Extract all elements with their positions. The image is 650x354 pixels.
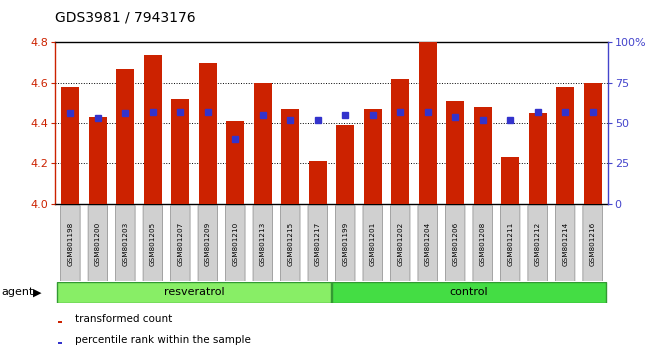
FancyBboxPatch shape bbox=[198, 205, 218, 281]
Bar bbox=[474, 107, 491, 204]
Text: GSM801215: GSM801215 bbox=[287, 221, 293, 266]
Text: transformed count: transformed count bbox=[75, 314, 172, 324]
Bar bbox=[62, 87, 79, 204]
Text: GSM801203: GSM801203 bbox=[122, 221, 128, 266]
Text: GSM801202: GSM801202 bbox=[397, 221, 403, 266]
Text: GSM801204: GSM801204 bbox=[424, 221, 431, 266]
Bar bbox=[332, 282, 606, 303]
Bar bbox=[89, 117, 107, 204]
Bar bbox=[116, 69, 135, 204]
Text: percentile rank within the sample: percentile rank within the sample bbox=[75, 335, 250, 345]
FancyBboxPatch shape bbox=[116, 205, 135, 281]
Text: ▶: ▶ bbox=[32, 287, 41, 297]
FancyBboxPatch shape bbox=[143, 205, 162, 281]
FancyBboxPatch shape bbox=[60, 205, 80, 281]
FancyBboxPatch shape bbox=[253, 205, 272, 281]
Bar bbox=[528, 113, 547, 204]
Bar bbox=[57, 282, 332, 303]
FancyBboxPatch shape bbox=[555, 205, 575, 281]
FancyBboxPatch shape bbox=[170, 205, 190, 281]
Text: GSM801205: GSM801205 bbox=[150, 221, 156, 266]
Text: GSM801217: GSM801217 bbox=[315, 221, 320, 266]
Text: GSM801209: GSM801209 bbox=[205, 221, 211, 266]
Text: GSM801212: GSM801212 bbox=[535, 221, 541, 266]
Bar bbox=[199, 63, 216, 204]
Bar bbox=[419, 42, 437, 204]
Text: GSM801206: GSM801206 bbox=[452, 221, 458, 266]
Text: GSM801199: GSM801199 bbox=[343, 221, 348, 266]
FancyBboxPatch shape bbox=[528, 205, 547, 281]
FancyBboxPatch shape bbox=[226, 205, 245, 281]
Bar bbox=[172, 99, 189, 204]
Bar bbox=[336, 125, 354, 204]
FancyBboxPatch shape bbox=[363, 205, 382, 281]
Text: agent: agent bbox=[1, 287, 34, 297]
FancyBboxPatch shape bbox=[418, 205, 437, 281]
Text: resveratrol: resveratrol bbox=[164, 287, 224, 297]
FancyBboxPatch shape bbox=[500, 205, 520, 281]
Bar bbox=[309, 161, 327, 204]
FancyBboxPatch shape bbox=[583, 205, 603, 281]
Text: GSM801201: GSM801201 bbox=[370, 221, 376, 266]
FancyBboxPatch shape bbox=[445, 205, 465, 281]
Text: GDS3981 / 7943176: GDS3981 / 7943176 bbox=[55, 11, 196, 25]
FancyBboxPatch shape bbox=[473, 205, 493, 281]
Text: GSM801211: GSM801211 bbox=[507, 221, 513, 266]
Text: control: control bbox=[450, 287, 488, 297]
Text: GSM801210: GSM801210 bbox=[232, 221, 239, 266]
Bar bbox=[584, 83, 601, 204]
Text: GSM801213: GSM801213 bbox=[260, 221, 266, 266]
FancyBboxPatch shape bbox=[335, 205, 355, 281]
Bar bbox=[58, 342, 62, 343]
Text: GSM801198: GSM801198 bbox=[68, 221, 73, 266]
Bar bbox=[556, 87, 574, 204]
Bar bbox=[58, 321, 62, 323]
Bar bbox=[364, 109, 382, 204]
Bar bbox=[391, 79, 409, 204]
Text: GSM801214: GSM801214 bbox=[562, 221, 568, 266]
FancyBboxPatch shape bbox=[88, 205, 108, 281]
Text: GSM801207: GSM801207 bbox=[177, 221, 183, 266]
Bar bbox=[501, 157, 519, 204]
Text: GSM801208: GSM801208 bbox=[480, 221, 486, 266]
Text: GSM801216: GSM801216 bbox=[590, 221, 595, 266]
Bar bbox=[281, 109, 299, 204]
Bar bbox=[254, 83, 272, 204]
Bar bbox=[144, 55, 162, 204]
FancyBboxPatch shape bbox=[281, 205, 300, 281]
Text: GSM801200: GSM801200 bbox=[95, 221, 101, 266]
Bar bbox=[447, 101, 464, 204]
Bar bbox=[226, 121, 244, 204]
FancyBboxPatch shape bbox=[308, 205, 328, 281]
FancyBboxPatch shape bbox=[391, 205, 410, 281]
